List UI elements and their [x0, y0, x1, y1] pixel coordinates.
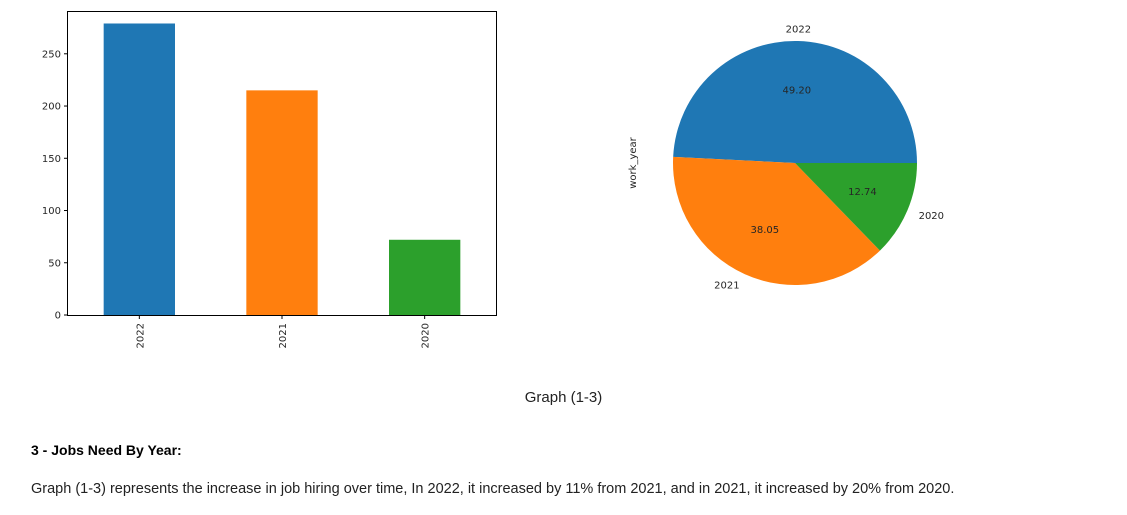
pie-slices — [673, 41, 917, 285]
pie-category-label: 2021 — [714, 281, 739, 292]
section-paragraph: Graph (1-3) represents the increase in j… — [31, 481, 955, 497]
bar-series — [103, 23, 461, 316]
bar-x-ticks: 2022 2021 2020 — [135, 315, 432, 348]
bar-y-tick-label: 150 — [42, 154, 61, 165]
bar-y-tick-label: 50 — [48, 258, 61, 269]
bar-x-tick-label: 2021 — [278, 323, 289, 348]
bar-chart: 0 50 100 150 200 250 2022 2021 2020 — [42, 11, 497, 348]
pie-value-label: 49.20 — [783, 85, 812, 96]
bar-2021 — [246, 90, 318, 316]
bar-x-tick-label: 2020 — [421, 323, 432, 348]
pie-slice-2022 — [673, 41, 917, 163]
pie-slice-2021 — [673, 156, 880, 285]
graph-caption: Graph (1-3) — [524, 389, 603, 406]
pie-chart: 49.20 2022 38.05 2021 12.74 2020 work_year — [628, 24, 944, 291]
bar-2022 — [103, 23, 175, 315]
bar-x-tick-label: 2022 — [135, 323, 146, 348]
pie-category-label: 2022 — [786, 24, 811, 35]
bar-y-tick-label: 250 — [42, 49, 61, 60]
pie-category-label: 2020 — [919, 211, 944, 222]
bar-y-ticks: 0 50 100 150 200 250 — [42, 49, 68, 322]
charts-canvas: 0 50 100 150 200 250 2022 2021 2020 49.20 2022 38… — [42, 11, 944, 348]
bar-plot-frame — [67, 11, 497, 316]
bar-y-tick-label: 100 — [42, 206, 61, 217]
section-heading: 3 - Jobs Need By Year: — [31, 442, 182, 458]
pie-slice-2020 — [795, 163, 917, 251]
bar-y-tick-label: 200 — [42, 102, 61, 113]
bar-y-tick-label: 0 — [55, 311, 61, 322]
pie-labels: 49.20 2022 38.05 2021 12.74 2020 — [714, 24, 944, 291]
pie-ylabel: work_year — [628, 136, 639, 188]
pie-value-label: 12.74 — [848, 187, 877, 198]
bar-2020 — [389, 239, 461, 315]
pie-value-label: 38.05 — [750, 225, 779, 236]
